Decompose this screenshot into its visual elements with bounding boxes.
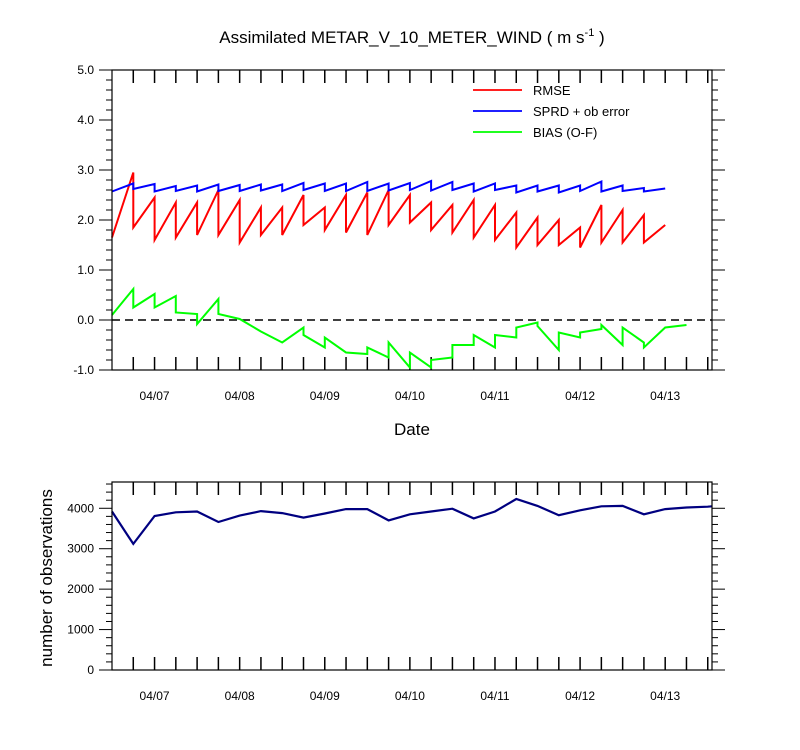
top-series-group (111, 172, 687, 371)
top-plot-frame (111, 69, 713, 371)
bottom-x-tick-label: 04/08 (225, 689, 255, 703)
legend-label-rmse: RMSE (533, 83, 571, 98)
top-x-tick-label: 04/10 (395, 389, 425, 403)
top-plot: -1.00.01.02.03.04.05.0 04/07 04/08 04/09 04… (73, 63, 725, 439)
bottom-y-tick-label: 1000 (67, 623, 94, 637)
bottom-plot-frame (111, 481, 713, 671)
top-x-tick-label: 04/08 (225, 389, 255, 403)
top-y-tick-label: 2.0 (77, 213, 94, 227)
bottom-y-tick-label: 2000 (67, 582, 94, 596)
bottom-x-tick-labels: 04/07 04/08 04/09 04/10 04/11 04/12 04/13 (140, 689, 681, 703)
legend-label-bias: BIAS (O-F) (533, 125, 597, 140)
top-y-tick-label: 5.0 (77, 63, 94, 77)
top-y-tick-label: 4.0 (77, 113, 94, 127)
top-x-tick-labels: 04/07 04/08 04/09 04/10 04/11 04/12 04/13 (140, 389, 681, 403)
bottom-series-group (111, 497, 713, 546)
legend: RMSE SPRD + ob error BIAS (O-F) (473, 83, 630, 140)
y-axis-title-observations: number of observations (37, 489, 56, 667)
bottom-x-tick-label: 04/13 (650, 689, 680, 703)
top-y-tick-label: -1.0 (73, 363, 94, 377)
top-y-tick-label: 0.0 (77, 313, 94, 327)
top-x-tick-label: 04/11 (480, 389, 509, 403)
bottom-x-tick-label: 04/12 (565, 689, 595, 703)
bottom-x-tick-label: 04/09 (310, 689, 340, 703)
chart-title: Assimilated METAR_V_10_METER_WIND ( m s-… (219, 27, 604, 47)
bottom-y-tick-label: 3000 (67, 542, 94, 556)
top-x-tick-label: 04/09 (310, 389, 340, 403)
bottom-x-tick-label: 04/10 (395, 689, 425, 703)
bottom-y-tick-labels: 0 1000 2000 3000 4000 (67, 501, 94, 677)
bottom-x-tick-label: 04/11 (480, 689, 509, 703)
bottom-series-line-0 (111, 497, 713, 546)
top-y-tick-labels: -1.0 0.0 1.0 2.0 3.0 4.0 5.0 (73, 63, 94, 377)
top-series-line-sprd-ob-error (111, 179, 666, 194)
top-axis-ticks (99, 69, 725, 371)
x-axis-title: Date (394, 420, 430, 439)
top-series-line-bias-o-f (111, 286, 687, 371)
top-x-tick-label: 04/12 (565, 389, 595, 403)
top-x-tick-label: 04/07 (140, 389, 170, 403)
legend-label-sprd: SPRD + ob error (533, 104, 630, 119)
top-y-tick-label: 1.0 (77, 263, 94, 277)
bottom-x-tick-label: 04/07 (140, 689, 170, 703)
bottom-axis-ticks (99, 482, 725, 671)
top-series-line-rmse (111, 172, 666, 251)
bottom-y-tick-label: 0 (87, 663, 94, 677)
bottom-y-tick-label: 4000 (67, 501, 94, 515)
top-y-tick-label: 3.0 (77, 163, 94, 177)
top-x-tick-label: 04/13 (650, 389, 680, 403)
